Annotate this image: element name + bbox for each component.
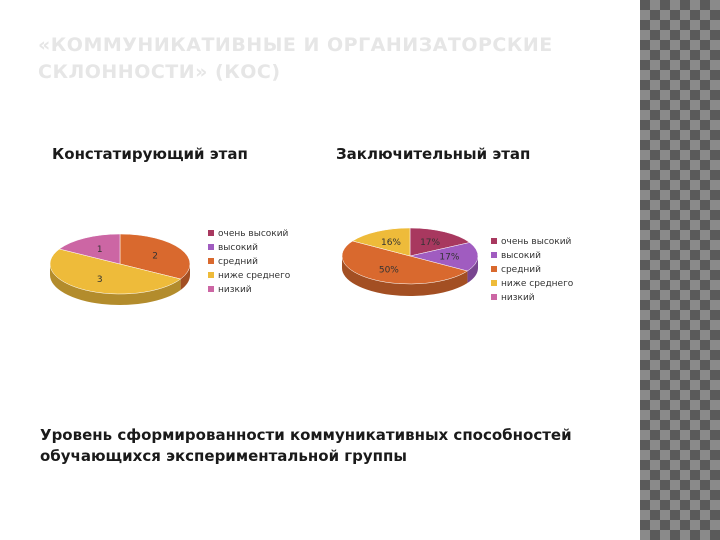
legend-label-final-2: средний: [501, 265, 541, 275]
data-label-final-2: 50%: [379, 266, 399, 276]
legend-swatch-final-3: [491, 280, 497, 286]
slide-caption: Уровень сформированности коммуникативных…: [40, 426, 572, 465]
pie-slice-final-1: [409, 242, 479, 272]
decorative-side-pattern: [640, 0, 720, 540]
pie-slice-side-initial-2: [180, 264, 190, 290]
legend-swatch-final-0: [491, 238, 497, 244]
pie-chart-final-stage: 17% 17% 50% 16% очень высокий высокий средний н…: [341, 227, 574, 303]
legend-swatch-initial-0: [208, 230, 214, 236]
pie-slice-initial-4: [58, 233, 121, 265]
legend-label-final-3: ниже среднего: [501, 279, 574, 289]
legend-swatch-final-4: [491, 294, 497, 300]
pie-slice-final-3: [351, 227, 411, 257]
pie-slice-side-final-1: [467, 256, 478, 284]
legend-label-initial-3: ниже среднего: [218, 271, 291, 281]
data-label-initial-3: 3: [97, 275, 103, 285]
pie-slice-initial-3: [49, 248, 182, 295]
legend-swatch-initial-1: [208, 244, 214, 250]
chart-title-initial-stage: Констатирующий этап: [52, 145, 248, 163]
pie-slice-initial-2: [119, 233, 191, 280]
pie-slice-final-0: [409, 227, 471, 257]
data-label-final-0: 17%: [420, 238, 440, 248]
pie-slice-side-final-2: [342, 256, 468, 296]
legend-label-final-4: низкий: [501, 293, 535, 303]
pie-chart-initial-stage: 2 3 1 очень высокий высокий средний ниже средн…: [49, 229, 291, 305]
data-label-initial-2: 2: [152, 251, 158, 261]
legend-label-initial-0: очень высокий: [218, 229, 289, 239]
data-label-final-1: 17%: [439, 253, 459, 263]
legend-swatch-initial-3: [208, 272, 214, 278]
data-label-initial-4: 1: [97, 245, 103, 255]
slide-title: «КОММУНИКАТИВНЫЕ И ОРГАНИЗАТОРСКИЕ СКЛОН…: [38, 34, 553, 83]
data-label-final-3: 16%: [381, 238, 401, 248]
legend-label-initial-2: средний: [218, 257, 258, 267]
legend-label-initial-4: низкий: [218, 285, 252, 295]
chart-title-final-stage: Заключительный этап: [336, 145, 531, 163]
legend-swatch-final-1: [491, 252, 497, 258]
pie-slice-side-initial-3: [50, 264, 181, 305]
legend-swatch-final-2: [491, 266, 497, 272]
legend-swatch-initial-2: [208, 258, 214, 264]
legend-label-initial-1: высокий: [218, 243, 258, 253]
legend-swatch-initial-4: [208, 286, 214, 292]
pie-slice-final-2: [341, 240, 469, 285]
legend-label-final-1: высокий: [501, 251, 541, 261]
legend-label-final-0: очень высокий: [501, 237, 572, 247]
